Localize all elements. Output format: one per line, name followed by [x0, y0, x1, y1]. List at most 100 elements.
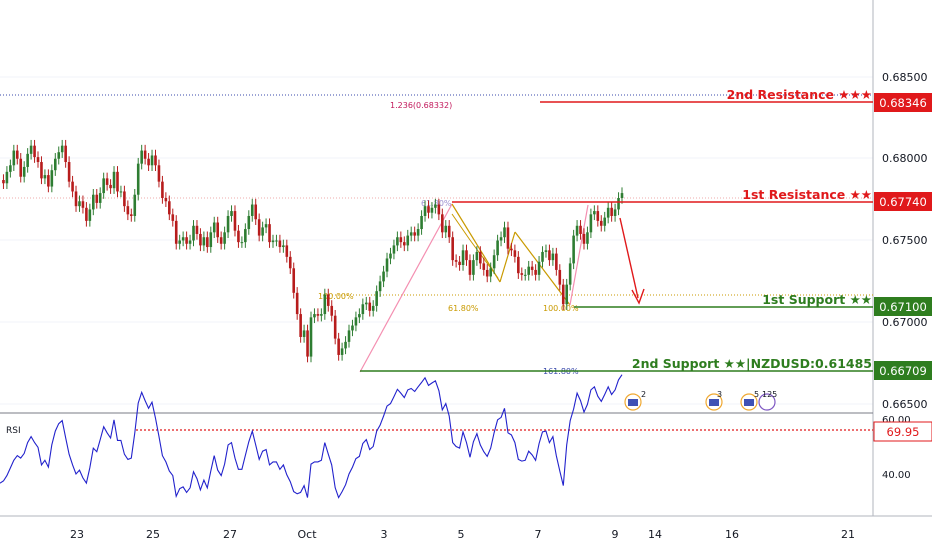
candle — [306, 330, 309, 357]
candle — [105, 178, 109, 185]
candle — [85, 207, 88, 221]
abcd-leg — [569, 204, 589, 306]
level-label-1st-support: 1st Support ★★ — [762, 292, 872, 307]
event-flags[interactable]: 2 3 5 125 — [624, 390, 777, 411]
candle — [523, 274, 527, 276]
time-tick: 21 — [841, 528, 855, 541]
time-tick: 27 — [223, 528, 237, 541]
candle — [579, 225, 582, 234]
candle — [29, 145, 33, 154]
candle — [295, 292, 299, 315]
time-ticks: 23 25 27 Oct 3 5 7 9 14 16 21 — [70, 528, 855, 541]
time-tick: 23 — [70, 528, 84, 541]
resistance-support-lines[interactable] — [360, 101, 873, 372]
price-tick: 0.67500 — [882, 234, 928, 247]
candle — [50, 170, 54, 187]
candle — [420, 215, 423, 230]
candle — [447, 225, 451, 238]
price-tick: 0.68500 — [882, 71, 928, 84]
candle — [60, 145, 64, 153]
candle — [606, 207, 610, 218]
candle — [537, 261, 541, 275]
candle — [278, 240, 282, 248]
candle — [371, 305, 375, 311]
grid — [0, 76, 873, 405]
candle — [427, 206, 430, 213]
candle — [437, 204, 441, 215]
us-flag-icon — [744, 399, 754, 406]
candle — [510, 248, 513, 251]
candle — [19, 158, 23, 177]
candle — [364, 302, 368, 305]
candle — [199, 233, 202, 246]
candle — [489, 268, 492, 277]
candle — [530, 266, 534, 270]
candle — [340, 348, 344, 355]
candle — [116, 171, 119, 192]
candle — [74, 191, 78, 207]
candle — [520, 273, 524, 275]
candle — [610, 207, 613, 216]
candle — [143, 150, 147, 159]
candle — [378, 281, 382, 292]
candle — [202, 237, 206, 246]
fib-label: 100.00% — [318, 292, 354, 301]
candle — [326, 294, 330, 306]
level-label-2nd-support: 2nd Support ★★|NZDUSD:0.61485 — [632, 356, 872, 371]
rsi-pane[interactable]: RSI 60.00 40.00 69.95 — [0, 374, 932, 499]
time-tick: 9 — [612, 528, 619, 541]
candle — [351, 325, 354, 331]
candle — [136, 163, 140, 195]
candles[interactable] — [2, 139, 624, 363]
candle — [544, 250, 548, 252]
candle — [233, 211, 237, 231]
candle — [12, 150, 16, 166]
candle — [565, 284, 569, 305]
time-tick: 16 — [725, 528, 739, 541]
fib-label: 100.00% — [543, 304, 579, 313]
time-tick: 25 — [146, 528, 160, 541]
candle — [472, 260, 475, 275]
candle — [140, 150, 143, 164]
candle — [347, 330, 351, 342]
candle — [358, 314, 361, 318]
candle — [323, 294, 327, 315]
candle — [9, 165, 12, 172]
candle — [302, 330, 306, 337]
candle — [250, 204, 254, 216]
candle — [572, 235, 575, 264]
candle — [126, 206, 130, 215]
candle — [161, 181, 164, 198]
candle — [430, 207, 434, 213]
time-tick: 7 — [535, 528, 542, 541]
candle — [423, 206, 427, 216]
rsi-tick: 40.00 — [882, 470, 911, 481]
candle — [409, 232, 413, 236]
candle — [81, 201, 85, 208]
rsi-line — [0, 374, 623, 499]
fib-drawings[interactable]: 1.236(0.68332) 61.80% 100.00% 61.80% 100… — [0, 94, 873, 376]
candle — [5, 171, 9, 184]
us-flag-icon — [709, 399, 719, 406]
candle — [2, 180, 5, 184]
price-tick: 0.68000 — [882, 152, 928, 165]
candle — [67, 162, 71, 182]
candle — [454, 260, 458, 262]
candle — [313, 314, 316, 318]
candle — [389, 253, 392, 259]
price-ticks: 0.68500 0.68000 0.67500 0.67000 0.66500 — [882, 71, 928, 411]
candle — [468, 260, 472, 275]
candle — [157, 165, 161, 182]
candle — [264, 224, 268, 228]
badge-value: 0.66709 — [879, 364, 927, 378]
candle — [282, 245, 285, 248]
candle — [237, 230, 240, 243]
candle — [285, 245, 289, 257]
event-count: 3 — [717, 390, 722, 399]
price-tick: 0.66500 — [882, 398, 928, 411]
candle — [499, 237, 503, 241]
candle — [568, 263, 572, 285]
candle — [22, 166, 26, 177]
candle — [558, 269, 562, 285]
